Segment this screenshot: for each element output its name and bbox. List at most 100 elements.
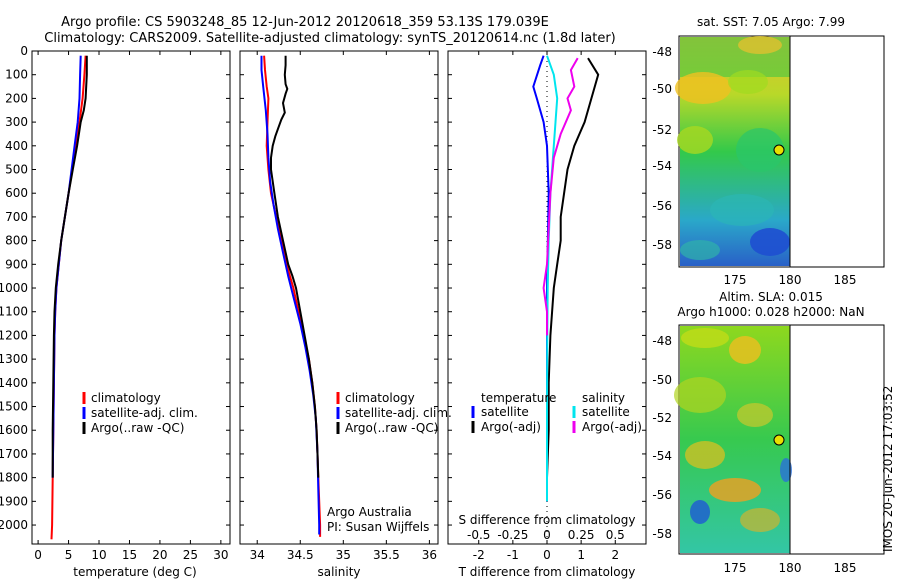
title-line2: Climatology: CARS2009. Satellite-adjuste… <box>44 31 616 46</box>
xtick-label-30: 30 <box>213 548 228 562</box>
difference-plot: -2 -1 0 1 2 -0.5 -0.25 0 0.25 0.5 <box>448 50 646 562</box>
temperature-plot: 0 5 10 15 20 25 300100200300400500600700800900… <box>0 44 230 562</box>
legend-diff-salinity-title: salinity <box>582 391 625 405</box>
legend-sal-satellite: satellite-adj. clim. <box>345 406 452 420</box>
ytick-label-1100: 1100 <box>0 305 28 319</box>
xtick-label-1: 1 <box>577 548 585 562</box>
xtick-label-34: 34 <box>250 548 265 562</box>
legend-diff-temperature-title: temperature <box>481 391 556 405</box>
ytick-label-200: 200 <box>5 91 28 105</box>
s-xtick-label-0-25: -0.25 <box>497 528 528 542</box>
difference-legend: temperature satellite Argo(-adj) salinit… <box>471 391 642 434</box>
xtick-label-1: -1 <box>507 548 519 562</box>
footer-org: Argo Australia <box>327 505 412 519</box>
ytick-label-1200: 1200 <box>0 328 28 342</box>
sla-map-axes: -48 -50 -52 -54 -56 -58 175 180 185 <box>652 334 856 575</box>
s-xtick-label-0-5: 0.5 <box>606 528 625 542</box>
sla-ytick-50: -50 <box>652 373 672 387</box>
xtick-label-0: 0 <box>543 548 551 562</box>
sla-xtick-175: 175 <box>724 561 747 575</box>
sla-ytick-56: -56 <box>652 488 672 502</box>
s-xtick-label-0: 0 <box>543 528 551 542</box>
ytick-label-900: 900 <box>5 257 28 271</box>
title-line1: Argo profile: CS 5903248_85 12-Jun-2012 … <box>61 15 549 30</box>
temperature-legend: climatology satellite-adj. clim. Argo(..… <box>82 391 198 435</box>
temperature-panel <box>31 50 231 545</box>
xtick-label-2: 2 <box>611 548 619 562</box>
ytick-label-800: 800 <box>5 234 28 248</box>
ytick-label-1800: 1800 <box>0 471 28 485</box>
ytick-label-700: 700 <box>5 210 28 224</box>
ytick-label-500: 500 <box>5 163 28 177</box>
ytick-label-1400: 1400 <box>0 376 28 390</box>
sst-ytick-50: -50 <box>652 82 672 96</box>
series-temperature-argo-adj <box>546 57 600 478</box>
ytick-label-1900: 1900 <box>0 494 28 508</box>
sst-xtick-185: 185 <box>834 273 857 287</box>
ytick-label-600: 600 <box>5 186 28 200</box>
footer-stamp: IMOS 20-Jun-2012 17:03:52 <box>881 386 895 552</box>
series-argo-raw-qc <box>270 55 320 478</box>
xtick-label-36: 36 <box>422 548 437 562</box>
footer-pi: PI: Susan Wijffels <box>327 520 429 534</box>
sla-xtick-185: 185 <box>834 561 857 575</box>
ytick-label-1000: 1000 <box>0 281 28 295</box>
xtick-label-34-5: 34.5 <box>287 548 314 562</box>
legend-temp-satellite: satellite-adj. clim. <box>91 406 198 420</box>
sla-map-title: Altim. SLA: 0.015 <box>719 290 823 304</box>
xtick-label-25: 25 <box>183 548 198 562</box>
series-argo-raw-qc <box>51 55 88 478</box>
legend-diff-temp-argo: Argo(-adj) <box>481 420 541 434</box>
sla-ytick-48: -48 <box>652 334 672 348</box>
sst-ytick-52: -52 <box>652 123 672 137</box>
xtick-label-5: 5 <box>65 548 73 562</box>
sst-ytick-58: -58 <box>652 238 672 252</box>
xtick-label-35: 35 <box>336 548 351 562</box>
s-xtick-label-0-25: 0.25 <box>568 528 595 542</box>
series-salinity-argo-adj <box>542 57 579 336</box>
xtick-label-0: 0 <box>34 548 42 562</box>
salinity-panel <box>239 50 439 545</box>
ytick-label-1500: 1500 <box>0 400 28 414</box>
salinity-xlabel: salinity <box>317 565 360 579</box>
sst-argo-marker <box>773 144 785 156</box>
sst-ytick-48: -48 <box>652 45 672 59</box>
ytick-label-300: 300 <box>5 115 28 129</box>
sst-map-title: sat. SST: 7.05 Argo: 7.99 <box>697 15 845 29</box>
legend-temp-argo: Argo(..raw -QC) <box>91 421 184 435</box>
ytick-label-100: 100 <box>5 68 28 82</box>
ytick-label-2000: 2000 <box>0 518 28 532</box>
sst-ytick-56: -56 <box>652 199 672 213</box>
salinity-legend: climatology satellite-adj. clim. Argo(..… <box>336 391 452 435</box>
difference-xlabel: T difference from climatology <box>458 565 636 579</box>
xtick-label-2: -2 <box>473 548 485 562</box>
sst-xtick-180: 180 <box>779 273 802 287</box>
sla-ytick-52: -52 <box>652 411 672 425</box>
sst-ytick-54: -54 <box>652 159 672 173</box>
legend-diff-temp-satellite: satellite <box>481 405 529 419</box>
ytick-label-400: 400 <box>5 139 28 153</box>
ytick-label-0: 0 <box>20 44 28 58</box>
sst-xtick-175: 175 <box>724 273 747 287</box>
ytick-label-1300: 1300 <box>0 352 28 366</box>
difference-top-label: S difference from climatology <box>459 513 636 527</box>
legend-diff-sal-satellite: satellite <box>582 405 630 419</box>
xtick-label-20: 20 <box>152 548 167 562</box>
ytick-label-1700: 1700 <box>0 447 28 461</box>
legend-diff-sal-argo: Argo(-adj) <box>582 420 642 434</box>
sst-map-axes: -48 -50 -52 -54 -56 -58 175 180 185 <box>652 45 856 287</box>
legend-temp-climatology: climatology <box>91 391 161 405</box>
temperature-xlabel: temperature (deg C) <box>73 565 196 579</box>
s-xtick-label-0-5: -0.5 <box>467 528 490 542</box>
ytick-label-1600: 1600 <box>0 423 28 437</box>
salinity-plot: 34 34.5 35 35.5 36 <box>240 50 438 562</box>
xtick-label-35-5: 35.5 <box>373 548 400 562</box>
legend-sal-argo: Argo(..raw -QC) <box>345 421 438 435</box>
sla-map-subtitle: Argo h1000: 0.028 h2000: NaN <box>677 305 864 319</box>
sla-argo-marker <box>773 434 785 446</box>
xtick-label-10: 10 <box>91 548 106 562</box>
xtick-label-15: 15 <box>122 548 137 562</box>
sla-heatmap <box>674 326 792 553</box>
legend-sal-climatology: climatology <box>345 391 415 405</box>
